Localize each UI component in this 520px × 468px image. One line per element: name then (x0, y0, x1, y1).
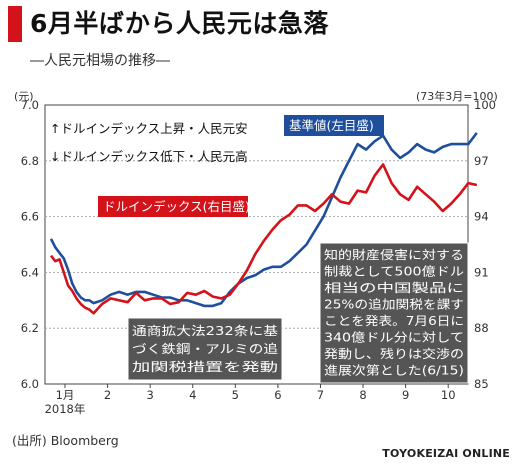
annotation-line: 発動し、残りは交渉の (324, 346, 464, 361)
fall-note: ↓ドルインデックス低下・人民元高 (50, 149, 248, 164)
annotation-line: 制裁として500億ドル (324, 265, 464, 279)
left-tick-label: 6.0 (21, 377, 39, 391)
x-tick-label: 1月 (56, 388, 75, 402)
x-tick-label: 4 (189, 388, 196, 402)
left-axis-unit: (元) (14, 90, 34, 103)
right-tick-label: 100 (474, 98, 496, 112)
series-label-box-base-rate (284, 115, 384, 136)
annotation-line: 加関税措置を発動 (132, 360, 278, 374)
series-line-base-rate (49, 132, 478, 308)
right-tick-label: 85 (474, 377, 489, 391)
x-tick-label: 10 (441, 388, 456, 402)
chart-subtitle: ―人民元相場の推移― (30, 53, 170, 69)
series-label-dollar-index: ドルインデックス(右目盛) (103, 199, 250, 214)
right-axis-unit: (73年3月=100) (416, 90, 498, 103)
left-tick-label: 7.0 (21, 98, 39, 112)
rise-note: ↑ドルインデックス上昇・人民元安 (50, 121, 248, 136)
left-tick-label: 6.6 (21, 210, 39, 224)
source-note: (出所) Bloomberg (12, 433, 119, 448)
annotation-line: 進展次第とした(6/15) (324, 364, 464, 378)
x-year-label: 2018年 (45, 402, 86, 416)
left-tick-label: 6.4 (21, 265, 39, 279)
x-tick-label: 8 (359, 388, 366, 402)
right-tick-label: 97 (474, 154, 489, 168)
left-tick-label: 6.2 (21, 321, 39, 335)
x-tick-label: 9 (402, 388, 409, 402)
annotation-line: 相当の中国製品に (324, 280, 464, 295)
left-tick-label: 6.8 (21, 154, 39, 168)
x-tick-label: 2 (104, 388, 111, 402)
series-label-box-dollar-index (98, 196, 248, 217)
annotation-line: 知的財産侵害に対する (324, 247, 464, 262)
x-tick-label: 7 (317, 388, 324, 402)
right-tick-label: 91 (474, 265, 489, 279)
x-tick-label: 5 (232, 388, 239, 402)
right-tick-label: 94 (474, 210, 489, 224)
annotation-box-tariff (127, 317, 283, 381)
brand-logo-text: TOYOKEIZAI ONLINE (382, 447, 510, 460)
annotation-line: づく鉄鋼・アルミの追 (132, 341, 278, 356)
annotation-line: ことを発表。7月6日に (324, 314, 464, 328)
annotation-line: 340億ドル分に対して (324, 331, 464, 345)
series-label-base-rate: 基準値(左目盛) (289, 118, 374, 133)
chart-title: 6月半ばから人民元は急落 (30, 9, 329, 38)
annotation-line: 25%の追加関税を課す (324, 297, 464, 312)
x-tick-label: 3 (146, 388, 153, 402)
series-line-dollar-index (49, 163, 478, 315)
right-tick-label: 88 (474, 321, 489, 335)
x-tick-label: 6 (274, 388, 281, 402)
annotation-box-sanction (319, 242, 469, 384)
annotation-line: 通商拡大法232条に基 (132, 323, 278, 338)
title-accent-bar (8, 6, 22, 42)
